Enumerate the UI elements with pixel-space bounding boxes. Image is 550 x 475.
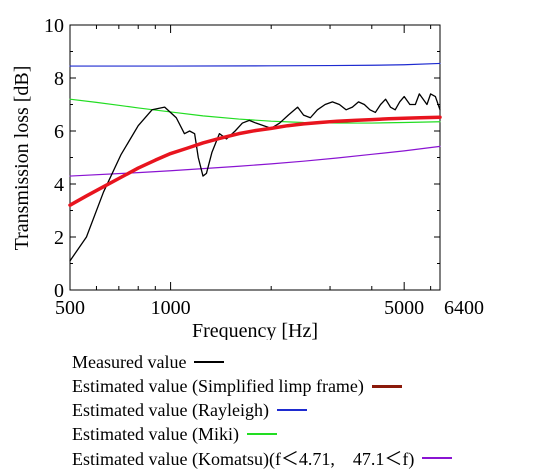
legend-item-simplified-limp-frame: Estimated value (Simplified limp frame) (72, 374, 452, 398)
y-tick-label: 8 (54, 68, 64, 90)
legend-item-rayleigh: Estimated value (Rayleigh) (72, 398, 452, 422)
legend-swatch-measured (194, 361, 225, 363)
legend-item-measured: Measured value (72, 350, 452, 374)
y-tick-label: 4 (54, 174, 64, 196)
y-axis-title: Transmission loss [dB] (11, 66, 33, 251)
x-tick-label: 6400 (444, 297, 484, 319)
legend-item-komatsu: Estimated value (Komatsu)(f＜4.71, 47.1＜f… (72, 446, 453, 470)
legend-swatch-miki (246, 433, 277, 435)
legend-label-komatsu: Estimated value (Komatsu)(f＜4.71, 47.1＜f… (72, 449, 415, 469)
y-tick-label: 10 (44, 15, 64, 37)
x-axis-title: Frequency [Hz] (192, 320, 318, 340)
y-tick-label: 0 (54, 280, 64, 302)
transmission-loss-chart: 0 2 4 6 8 10 500 1000 5000 6400 Transmission loss… (11, 15, 484, 340)
x-tick-label: 500 (55, 297, 85, 319)
legend-swatch-rayleigh (276, 409, 307, 411)
y-tick-label: 6 (54, 121, 64, 143)
series-line-1 (68, 115, 442, 207)
series-line-0 (69, 93, 441, 262)
y-tick-label: 2 (54, 227, 64, 249)
series-line-4 (69, 145, 441, 177)
legend-label-rayleigh: Estimated value (Rayleigh) (72, 399, 269, 420)
legend-label-measured: Measured value (72, 351, 187, 372)
chart-legend: Measured value Estimated value (Simplifi… (72, 350, 453, 470)
x-tick-label: 5000 (384, 297, 424, 319)
legend-label-miki: Estimated value (Miki) (72, 423, 239, 444)
x-tick-label: 1000 (151, 297, 191, 319)
legend-item-miki: Estimated value (Miki) (72, 422, 452, 446)
legend-label-simplified-limp-frame: Estimated value (Simplified limp frame) (72, 375, 364, 396)
series-line-3 (69, 98, 441, 124)
series-line-2 (69, 62, 441, 67)
legend-swatch-simplified-limp-frame (371, 384, 402, 388)
legend-swatch-komatsu (422, 457, 453, 459)
